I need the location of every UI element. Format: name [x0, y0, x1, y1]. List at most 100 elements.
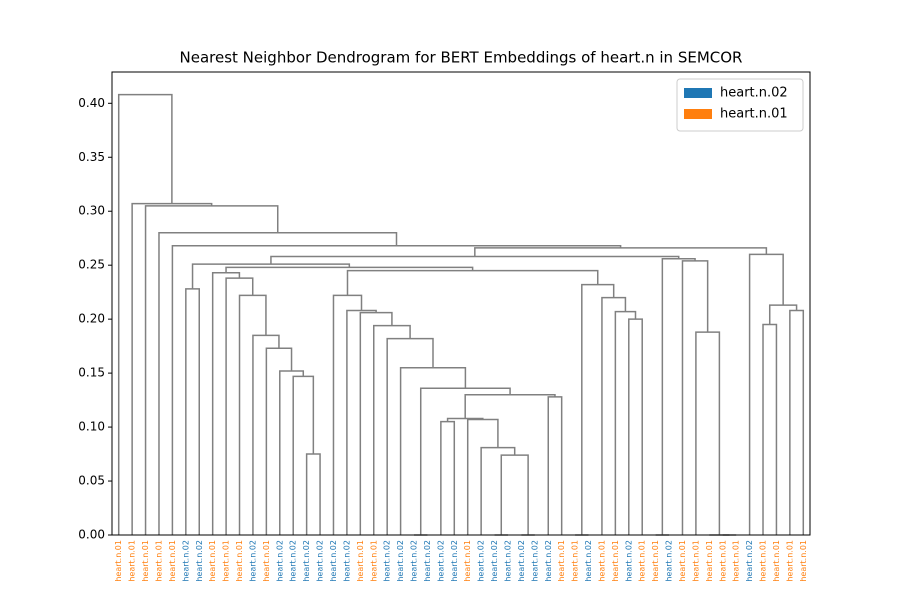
dendrogram-link — [292, 375, 315, 535]
dendrogram-link — [464, 393, 556, 419]
leaf-label: heart.n.02 — [544, 540, 553, 582]
dendrogram-link — [117, 93, 173, 535]
leaf-label: heart.n.02 — [248, 540, 257, 582]
leaf-label: heart.n.02 — [342, 540, 351, 582]
y-tick-label: 0.05 — [78, 474, 105, 488]
legend-label: heart.n.01 — [720, 107, 788, 122]
legend-label: heart.n.02 — [720, 86, 788, 101]
dendrogram-link — [359, 311, 393, 535]
dendrogram-link — [500, 454, 529, 535]
y-tick-label: 0.25 — [78, 258, 105, 272]
y-tick-label: 0.15 — [78, 366, 105, 380]
dendrogram-link — [399, 366, 467, 535]
leaf-label: heart.n.02 — [181, 540, 190, 582]
dendrogram-link — [386, 337, 434, 535]
leaf-label: heart.n.01 — [168, 540, 177, 582]
leaf-label: heart.n.01 — [785, 540, 794, 582]
leaf-label: heart.n.01 — [154, 540, 163, 582]
dendrogram-link — [768, 304, 798, 325]
leaf-label: heart.n.02 — [584, 540, 593, 582]
leaf-label: heart.n.01 — [356, 540, 365, 582]
leaf-label: heart.n.01 — [463, 540, 472, 582]
leaf-label: heart.n.01 — [799, 540, 808, 582]
leaf-label: heart.n.02 — [383, 540, 392, 582]
leaf-label: heart.n.02 — [530, 540, 539, 582]
dendrogram-link — [762, 323, 778, 535]
leaf-label: heart.n.02 — [423, 540, 432, 582]
dendrogram-link — [466, 418, 499, 535]
dendrogram-link — [252, 334, 280, 535]
dendrogram-link — [225, 277, 254, 535]
dendrogram-link — [789, 309, 805, 535]
dendrogram-link — [305, 453, 321, 535]
dendrogram-link — [446, 417, 484, 422]
leaf-label: heart.n.01 — [759, 540, 768, 582]
leaf-label: heart.n.01 — [369, 540, 378, 582]
dendrogram-link — [628, 318, 643, 535]
leaf-label: heart.n.02 — [289, 540, 298, 582]
leaf-label: heart.n.02 — [450, 540, 459, 582]
y-tick-label: 0.10 — [78, 420, 105, 434]
leaf-label: heart.n.01 — [651, 540, 660, 582]
leaf-label: heart.n.02 — [302, 540, 311, 582]
leaf-label: heart.n.01 — [208, 540, 217, 582]
dendrogram-link — [695, 331, 721, 535]
dendrogram-link — [474, 247, 768, 257]
leaf-label: heart.n.02 — [329, 540, 338, 582]
leaf-label: heart.n.01 — [638, 540, 647, 582]
dendrogram-link — [346, 309, 377, 535]
dendrogram-link — [681, 260, 709, 535]
leaf-label: heart.n.02 — [410, 540, 419, 582]
leaf-label: heart.n.01 — [141, 540, 150, 582]
leaf-label: heart.n.01 — [235, 540, 244, 582]
dendrogram-link — [131, 202, 213, 535]
leaf-label: heart.n.01 — [691, 540, 700, 582]
dendrogram-link — [748, 253, 784, 535]
leaf-label: heart.n.01 — [222, 540, 231, 582]
leaf-label: heart.n.01 — [772, 540, 781, 582]
leaf-label: heart.n.01 — [705, 540, 714, 582]
leaf-label: heart.n.02 — [275, 540, 284, 582]
dendrogram-link — [279, 370, 305, 535]
y-tick-label: 0.20 — [78, 312, 105, 326]
leaf-label: heart.n.01 — [678, 540, 687, 582]
leaf-label: heart.n.02 — [316, 540, 325, 582]
dendrogram-link — [332, 294, 363, 535]
leaf-label: heart.n.02 — [436, 540, 445, 582]
y-tick-label: 0.40 — [78, 96, 105, 110]
dendrogram-link — [547, 396, 563, 535]
dendrogram-link — [238, 294, 267, 535]
leaf-label: heart.n.01 — [732, 540, 741, 582]
leaf-label: heart.n.02 — [477, 540, 486, 582]
dendrogram-link — [661, 257, 696, 535]
leaf-label: heart.n.02 — [745, 540, 754, 582]
dendrogram-link — [601, 296, 627, 535]
y-tick-label: 0.30 — [78, 204, 105, 218]
legend-swatch — [684, 109, 712, 119]
leaf-label: heart.n.01 — [262, 540, 271, 582]
dendrogram-link — [270, 255, 680, 265]
y-tick-label: 0.35 — [78, 150, 105, 164]
leaf-label: heart.n.01 — [611, 540, 620, 582]
leaf-label: heart.n.01 — [571, 540, 580, 582]
legend-swatch — [684, 88, 712, 98]
leaf-label: heart.n.02 — [195, 540, 204, 582]
dendrogram-link — [614, 310, 637, 535]
dendrogram-link — [373, 324, 411, 535]
dendrogram-link — [346, 269, 599, 296]
leaf-label: heart.n.01 — [718, 540, 727, 582]
leaf-label: heart.n.02 — [396, 540, 405, 582]
y-tick-label: 0.00 — [78, 528, 105, 542]
leaf-label: heart.n.01 — [128, 540, 137, 582]
dendrogram-link — [185, 288, 200, 535]
leaf-label: heart.n.01 — [557, 540, 566, 582]
plot-frame — [111, 71, 811, 536]
leaf-label: heart.n.01 — [597, 540, 606, 582]
dendrogram-link — [171, 245, 622, 535]
leaf-label: heart.n.02 — [517, 540, 526, 582]
dendrogram-link — [581, 283, 615, 535]
dendrogram-link — [480, 446, 516, 535]
dendrogram-link — [144, 205, 279, 535]
dendrogram-link — [265, 347, 293, 535]
